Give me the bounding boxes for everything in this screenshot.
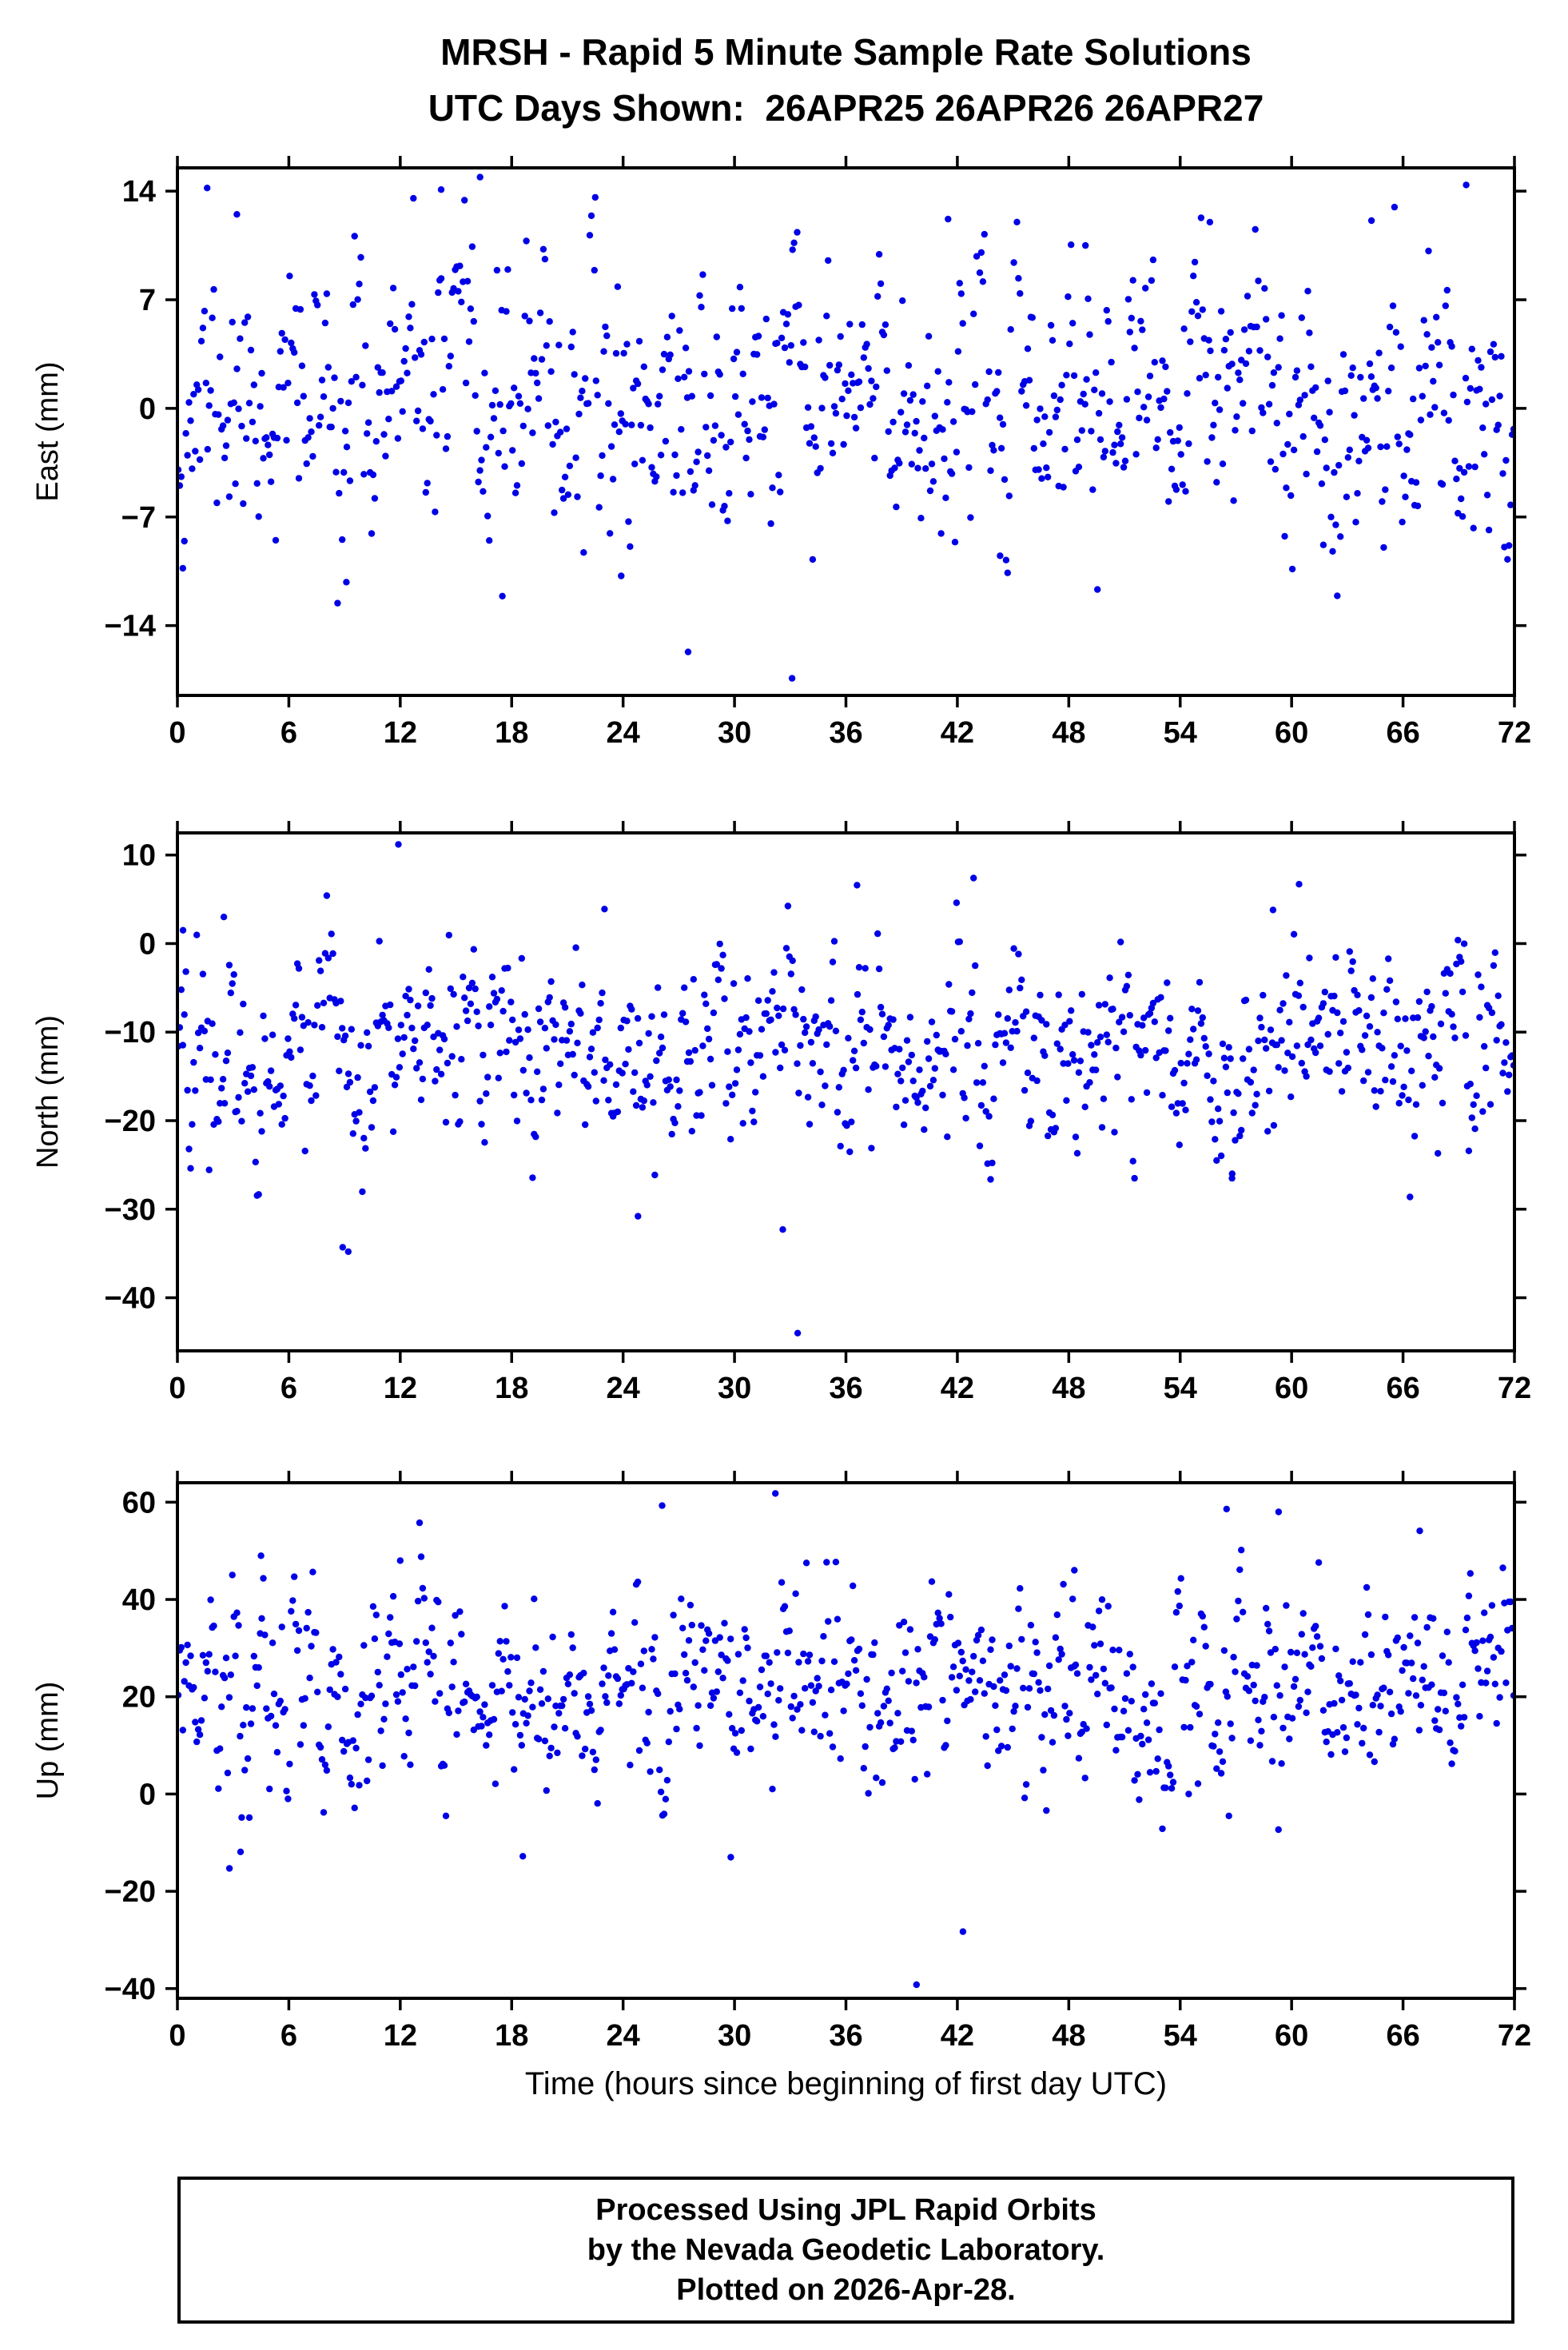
east-scatter-chart: 0 6 12 18 24 30 36 42 48 54 60 66 72 −14 −7 0 7 14 East (m…	[31, 156, 1531, 750]
svg-text:18: 18	[495, 1372, 528, 1405]
svg-text:48: 48	[1052, 2019, 1085, 2053]
chart-title-line2: UTC Days Shown: 26APR25 26APR26 26APR27	[428, 87, 1264, 129]
svg-text:66: 66	[1386, 2019, 1419, 2053]
svg-text:12: 12	[384, 1372, 417, 1405]
x-tick-labels: 0 6 12 18 24 30 36 42 48 54 60 66 72	[169, 716, 1531, 750]
svg-text:24: 24	[607, 716, 640, 750]
svg-text:42: 42	[941, 2019, 974, 2053]
x-tick-labels: 0 6 12 18 24 30 36 42 48 54 60 66 72	[169, 2019, 1531, 2053]
y-tick-labels: 10 0 −10 −20 −30 −40	[105, 839, 156, 1316]
axis-ticks	[165, 821, 1526, 1363]
svg-text:54: 54	[1164, 2019, 1197, 2053]
svg-text:6: 6	[281, 716, 297, 750]
svg-text:12: 12	[384, 2019, 417, 2053]
svg-text:0: 0	[169, 716, 185, 750]
svg-text:42: 42	[941, 1372, 974, 1405]
svg-text:48: 48	[1052, 1372, 1085, 1405]
svg-text:72: 72	[1498, 2019, 1531, 2053]
svg-text:0: 0	[139, 1778, 156, 1811]
svg-text:36: 36	[829, 1372, 862, 1405]
svg-text:54: 54	[1164, 1372, 1197, 1405]
svg-text:18: 18	[495, 2019, 528, 2053]
plot-frame	[176, 166, 1516, 697]
svg-text:−20: −20	[105, 1875, 156, 1909]
svg-text:66: 66	[1386, 1372, 1419, 1405]
y-axis-label: North (mm)	[31, 1015, 65, 1169]
x-tick-labels: 0 6 12 18 24 30 36 42 48 54 60 66 72	[169, 1372, 1531, 1405]
svg-text:24: 24	[607, 1372, 640, 1405]
svg-text:60: 60	[1275, 1372, 1308, 1405]
svg-text:10: 10	[122, 839, 156, 873]
svg-text:0: 0	[139, 392, 156, 426]
svg-text:30: 30	[718, 2019, 751, 2053]
svg-text:6: 6	[281, 1372, 297, 1405]
svg-text:−40: −40	[105, 1973, 156, 2006]
y-tick-labels: −14 −7 0 7 14	[105, 175, 156, 643]
plot-frame	[176, 1481, 1516, 2000]
y-axis-label: East (mm)	[31, 361, 65, 501]
scatter-points	[177, 841, 1514, 1336]
svg-text:66: 66	[1386, 716, 1419, 750]
svg-text:40: 40	[122, 1583, 156, 1617]
y-tick-labels: −40 −20 0 20 40 60	[105, 1486, 156, 2005]
svg-text:−14: −14	[105, 610, 156, 643]
svg-text:48: 48	[1052, 716, 1085, 750]
svg-text:20: 20	[122, 1681, 156, 1715]
svg-text:12: 12	[384, 716, 417, 750]
svg-text:−20: −20	[105, 1105, 156, 1138]
svg-text:36: 36	[829, 716, 862, 750]
scatter-points	[177, 168, 1514, 682]
footer-line-2: by the Nevada Geodetic Laboratory.	[587, 2233, 1105, 2267]
svg-text:60: 60	[122, 1486, 156, 1520]
x-axis-label: Time (hours since beginning of first day…	[525, 2066, 1167, 2101]
svg-text:54: 54	[1164, 716, 1197, 750]
up-scatter-chart: 0 6 12 18 24 30 36 42 48 54 60 66 72 −40 −20 0 20 40 60 Up …	[31, 1471, 1531, 2101]
svg-text:72: 72	[1498, 1372, 1531, 1405]
footer-line-3: Plotted on 2026-Apr-28.	[676, 2273, 1016, 2307]
svg-text:0: 0	[139, 927, 156, 961]
y-axis-label: Up (mm)	[31, 1682, 65, 1800]
svg-text:7: 7	[139, 284, 156, 317]
svg-text:−30: −30	[105, 1193, 156, 1227]
svg-text:30: 30	[718, 1372, 751, 1405]
svg-text:−7: −7	[121, 501, 156, 535]
footer-credit-box: Processed Using JPL Rapid Orbits by the …	[177, 2177, 1514, 2324]
svg-text:72: 72	[1498, 716, 1531, 750]
svg-text:42: 42	[941, 716, 974, 750]
footer-line-1: Processed Using JPL Rapid Orbits	[595, 2193, 1096, 2227]
axis-ticks	[165, 156, 1526, 707]
scatter-points	[177, 1490, 1514, 1989]
plot-frame	[176, 831, 1516, 1352]
svg-text:6: 6	[281, 2019, 297, 2053]
svg-text:14: 14	[122, 175, 156, 209]
svg-text:18: 18	[495, 716, 528, 750]
svg-text:−40: −40	[105, 1282, 156, 1316]
svg-text:0: 0	[169, 2019, 185, 2053]
svg-text:36: 36	[829, 2019, 862, 2053]
svg-text:60: 60	[1275, 2019, 1308, 2053]
svg-text:30: 30	[718, 716, 751, 750]
svg-text:0: 0	[169, 1372, 185, 1405]
north-scatter-chart: 0 6 12 18 24 30 36 42 48 54 60 66 72 10 0 −10 −20 −30 −40 N…	[31, 821, 1531, 1405]
chart-title-line1: MRSH - Rapid 5 Minute Sample Rate Soluti…	[440, 31, 1252, 73]
svg-text:60: 60	[1275, 716, 1308, 750]
svg-text:−10: −10	[105, 1016, 156, 1050]
svg-text:24: 24	[607, 2019, 640, 2053]
axis-ticks	[165, 1471, 1526, 2010]
